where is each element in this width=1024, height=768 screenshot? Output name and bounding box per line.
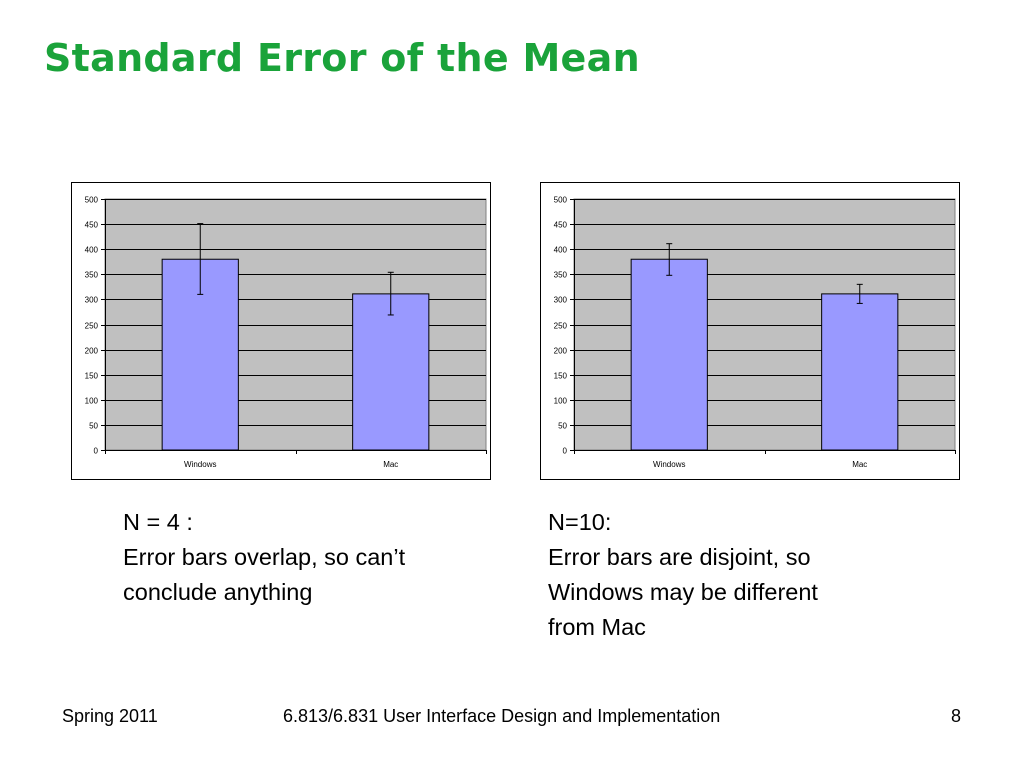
y-tick-label: 50 [89,422,98,431]
slide-title: Standard Error of the Mean [44,36,640,80]
y-tick-label: 350 [554,271,568,280]
y-tick-label: 100 [85,397,99,406]
caption-left: N = 4 : Error bars overlap, so can’t con… [123,505,405,610]
caption-right-line: from Mac [548,614,646,640]
y-tick-label: 0 [94,447,99,456]
y-tick-label: 100 [554,397,568,406]
bar-mac [821,293,899,451]
chart-right-svg: 0 50 100 150 200 250 300 350 400 450 500 Windows Mac [554,196,956,469]
x-tick-label: Windows [653,460,685,469]
chart-left: 0 50 100 150 200 250 300 350 400 450 500 Windows Mac [71,182,491,480]
x-tick-label: Mac [852,460,867,469]
x-tick-label: Mac [383,460,398,469]
y-tick-label: 500 [85,196,99,205]
caption-left-line: N = 4 : [123,509,193,535]
footer-course: 6.813/6.831 User Interface Design and Im… [283,706,721,726]
caption-left-line: conclude anything [123,579,313,605]
bar-mac [352,293,430,451]
caption-left-line: Error bars overlap, so can’t [123,544,406,570]
y-tick-label: 400 [554,246,568,255]
chart-left-svg: 0 50 100 150 200 250 300 350 400 450 500 Windows Mac [85,196,487,469]
chart-right: 0 50 100 150 200 250 300 350 400 450 500 Windows Mac [540,182,960,480]
caption-right-line: N=10: [548,509,612,535]
footer-page-number: 8 [951,706,962,726]
y-tick-label: 250 [85,322,99,331]
y-tick-label: 450 [85,221,99,230]
y-tick-label: 0 [563,447,568,456]
y-tick-label: 450 [554,221,568,230]
bar-windows [630,258,708,451]
y-tick-label: 350 [85,271,99,280]
y-tick-label: 200 [85,347,99,356]
y-tick-label: 300 [85,296,99,305]
caption-right-line: Error bars are disjoint, so [548,544,811,570]
y-tick-label: 500 [554,196,568,205]
footer-term: Spring 2011 [62,706,158,726]
caption-right: N=10: Error bars are disjoint, so Window… [548,505,818,645]
x-tick-label: Windows [184,460,216,469]
y-tick-label: 50 [558,422,567,431]
caption-right-line: Windows may be different [548,579,818,605]
y-tick-label: 150 [554,372,568,381]
y-tick-label: 200 [554,347,568,356]
y-tick-label: 400 [85,246,99,255]
y-tick-label: 250 [554,322,568,331]
y-tick-label: 300 [554,296,568,305]
y-tick-label: 150 [85,372,99,381]
